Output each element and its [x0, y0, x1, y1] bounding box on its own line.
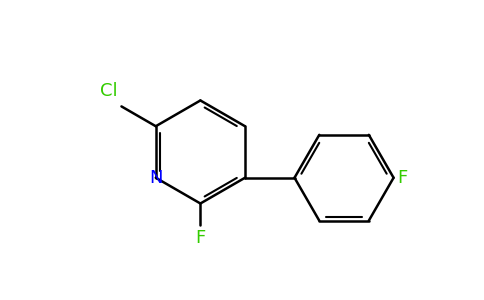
Text: F: F	[195, 229, 206, 247]
Text: N: N	[149, 169, 163, 187]
Text: Cl: Cl	[100, 82, 118, 100]
Text: F: F	[397, 169, 408, 187]
